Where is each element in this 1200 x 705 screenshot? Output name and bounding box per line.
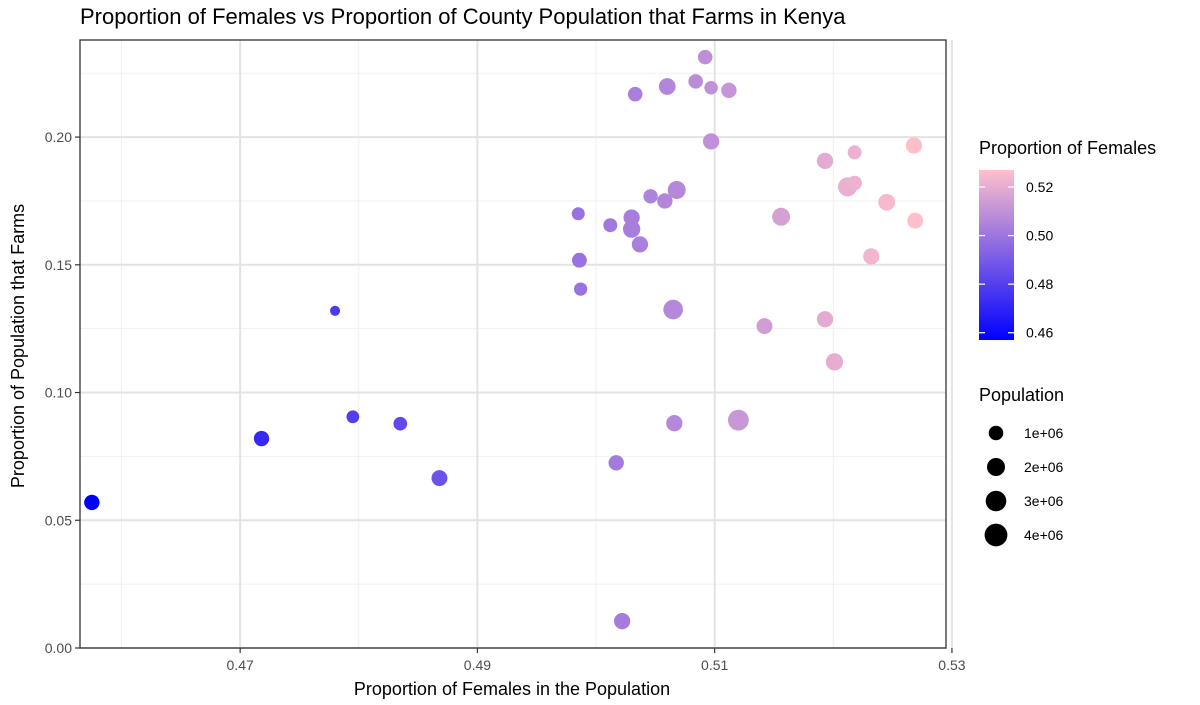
data-point bbox=[878, 193, 896, 211]
data-point bbox=[603, 218, 618, 233]
data-point bbox=[627, 86, 643, 102]
data-point bbox=[631, 236, 649, 253]
data-point bbox=[847, 175, 862, 191]
data-point bbox=[431, 470, 448, 487]
data-point bbox=[608, 455, 624, 471]
plot-panel bbox=[79, 39, 953, 649]
data-point bbox=[905, 137, 923, 154]
size-legend-keys: 1e+06 2e+06 3e+06 4e+06 bbox=[984, 425, 1064, 547]
y-tick-label: 0.20 bbox=[45, 129, 72, 145]
size-legend-label: 4e+06 bbox=[1024, 527, 1064, 543]
data-point bbox=[330, 305, 341, 316]
y-tick-label: 0.00 bbox=[45, 640, 72, 656]
panel-border bbox=[79, 39, 947, 649]
x-axis-title: Proportion of Females in the Population bbox=[354, 679, 670, 699]
data-point bbox=[658, 78, 676, 95]
data-point bbox=[657, 193, 673, 209]
x-tick-label: 0.51 bbox=[701, 657, 728, 673]
y-tick-label: 0.15 bbox=[45, 257, 72, 273]
data-point bbox=[572, 252, 587, 268]
colorbar-ticks: 0.46 0.48 0.50 0.52 bbox=[979, 179, 1053, 341]
y-axis-title: Proportion of Population that Farms bbox=[8, 204, 28, 488]
y-tick-label: 0.10 bbox=[45, 385, 72, 401]
data-point bbox=[721, 82, 737, 99]
colorbar-label: 0.52 bbox=[1026, 179, 1053, 195]
data-point bbox=[907, 212, 924, 229]
size-legend-label: 1e+06 bbox=[1024, 425, 1064, 441]
y-tick-label: 0.05 bbox=[45, 512, 72, 528]
data-point bbox=[772, 207, 791, 226]
data-point bbox=[614, 613, 631, 630]
data-point bbox=[704, 81, 718, 95]
x-tick-label: 0.49 bbox=[464, 657, 491, 673]
size-legend-key bbox=[988, 425, 1004, 441]
data-point bbox=[84, 494, 100, 511]
data-point bbox=[816, 311, 834, 328]
chart-title: Proportion of Females vs Proportion of C… bbox=[80, 4, 846, 29]
size-legend-label: 2e+06 bbox=[1024, 459, 1064, 475]
size-legend: Population 1e+06 2e+06 3e+06 4e+06 bbox=[979, 385, 1064, 547]
data-point bbox=[571, 207, 585, 221]
size-legend-label: 3e+06 bbox=[1024, 493, 1064, 509]
data-point bbox=[727, 409, 749, 431]
data-point bbox=[643, 189, 658, 204]
colorbar bbox=[979, 170, 1014, 340]
colorbar-label: 0.50 bbox=[1026, 228, 1053, 244]
color-legend: Proportion of Females 0.46 0.48 0.50 0.52 bbox=[979, 138, 1156, 341]
size-legend-title: Population bbox=[979, 385, 1064, 405]
minor-gridlines bbox=[80, 40, 946, 648]
color-legend-title: Proportion of Females bbox=[979, 138, 1156, 158]
data-point bbox=[393, 416, 408, 431]
data-point bbox=[622, 220, 641, 238]
data-point bbox=[825, 353, 844, 371]
size-legend-key bbox=[987, 458, 1005, 476]
data-point bbox=[667, 180, 686, 199]
data-point bbox=[756, 318, 773, 335]
colorbar-label: 0.46 bbox=[1026, 325, 1053, 341]
data-point bbox=[702, 133, 720, 150]
data-point bbox=[666, 415, 683, 432]
size-legend-key bbox=[985, 490, 1007, 512]
data-point bbox=[863, 248, 880, 265]
data-point bbox=[688, 74, 703, 89]
data-point bbox=[346, 410, 360, 424]
colorbar-label: 0.48 bbox=[1026, 276, 1053, 292]
x-tick-label: 0.47 bbox=[227, 657, 254, 673]
data-point bbox=[816, 152, 834, 169]
data-points bbox=[84, 49, 924, 630]
size-legend-key bbox=[984, 523, 1008, 547]
data-point bbox=[663, 299, 683, 320]
data-point bbox=[847, 145, 862, 160]
x-axis: 0.47 0.49 0.51 0.53 bbox=[227, 648, 966, 673]
data-point bbox=[253, 430, 270, 447]
panel-background bbox=[80, 40, 946, 648]
x-tick-label: 0.53 bbox=[938, 657, 965, 673]
data-point bbox=[697, 49, 713, 65]
data-point bbox=[573, 282, 588, 296]
y-axis: 0.00 0.05 0.10 0.15 0.20 bbox=[45, 129, 80, 656]
